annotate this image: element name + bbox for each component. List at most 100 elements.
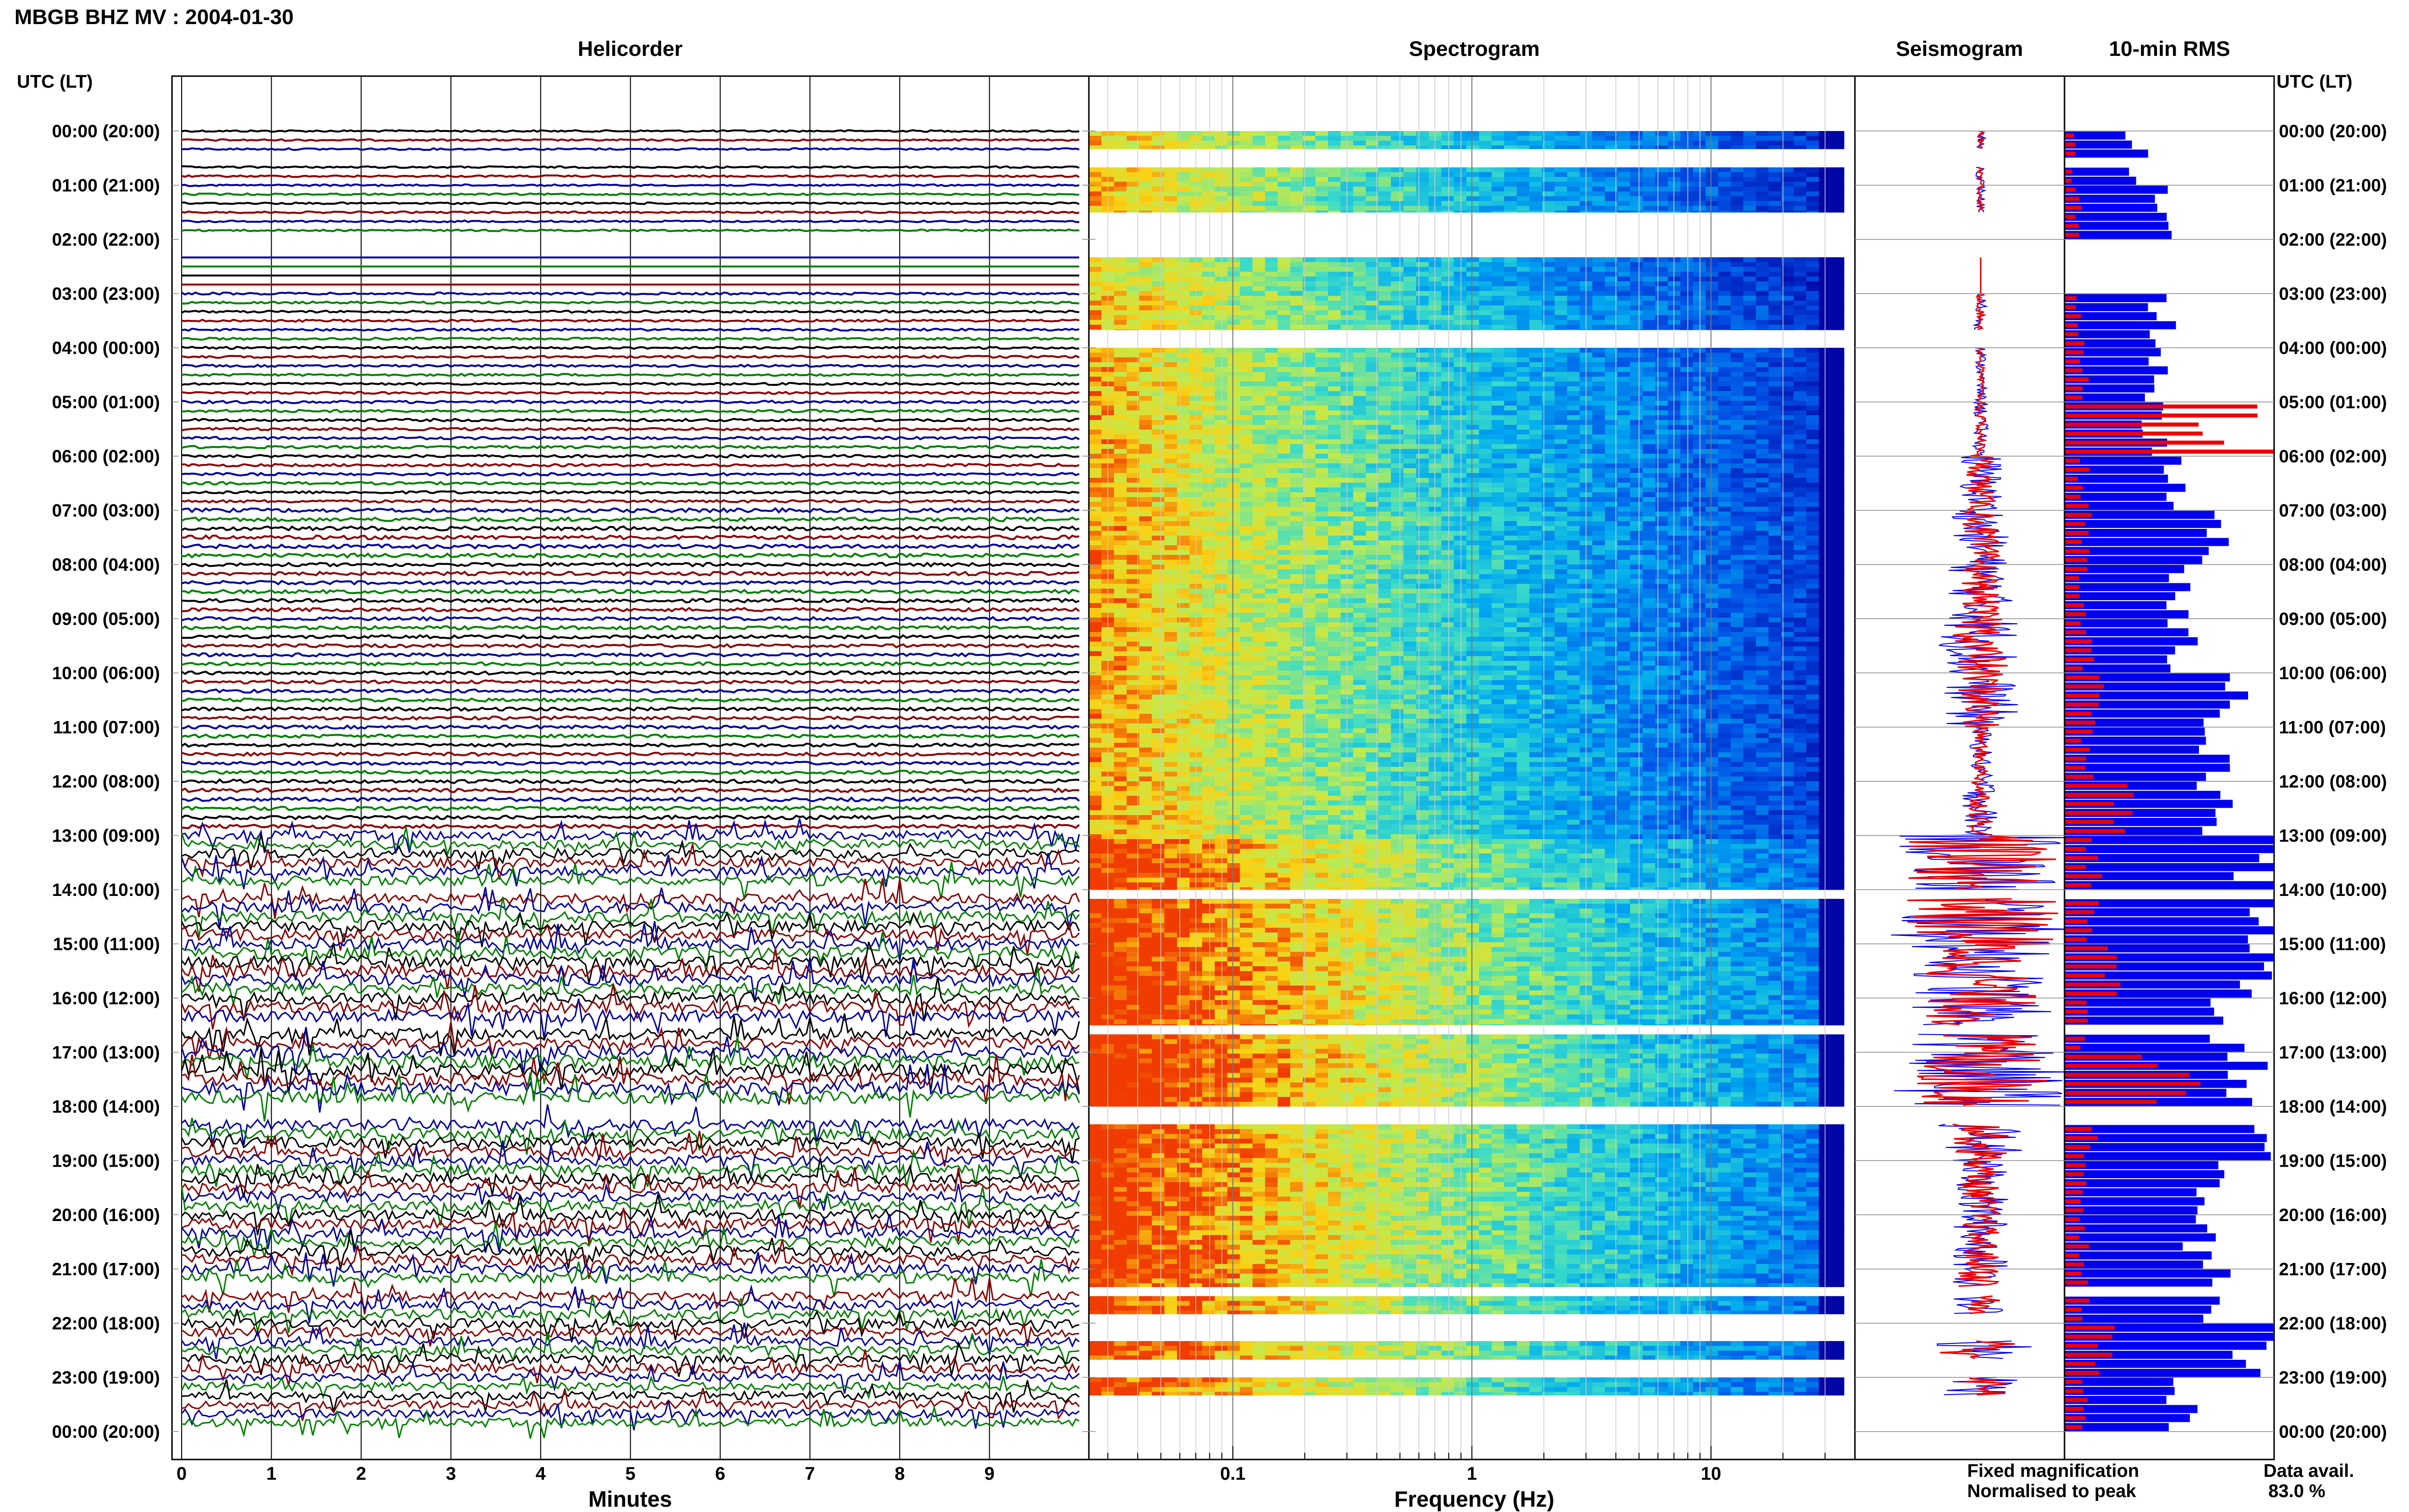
spectrogram-cell: [1227, 357, 1240, 363]
spectrogram-cell: [1215, 206, 1228, 211]
spectrogram-cell: [1630, 201, 1643, 206]
helicorder-trace: [181, 769, 1080, 775]
spectrogram-cell: [1403, 201, 1416, 206]
spectrogram-cell: [1743, 301, 1756, 306]
spectrogram-cell: [1114, 468, 1127, 473]
spectrogram-cell: [1416, 459, 1429, 464]
spectrogram-cell: [1592, 372, 1605, 377]
spectrogram-cell: [1303, 454, 1316, 459]
spectrogram-cell: [1290, 579, 1303, 584]
spectrogram-cell: [1466, 521, 1480, 526]
spectrogram-cell: [1252, 401, 1266, 406]
spectrogram-cell: [1617, 425, 1630, 430]
spectrogram-cell: [1265, 131, 1278, 136]
spectrogram-cell: [1743, 449, 1756, 454]
spectrogram-cell: [1252, 301, 1266, 306]
time-tick-labels-left: 00:00 (20:00)01:00 (21:00)02:00 (22:00)0…: [52, 121, 160, 1442]
spectrogram-cell: [1554, 569, 1568, 575]
spectrogram-cell: [1617, 325, 1630, 330]
spectrogram-cell: [1378, 329, 1391, 330]
spectrogram-cell: [1390, 325, 1404, 330]
helicorder-trace: [181, 942, 1080, 984]
spectrogram-cell: [1504, 565, 1517, 570]
helicorder-trace: [181, 291, 1080, 296]
spectrogram-cell: [1441, 372, 1455, 377]
spectrogram-cell: [1630, 425, 1643, 430]
spectrogram-cell: [1605, 401, 1618, 406]
spectrogram-cell: [1706, 286, 1719, 291]
spectrogram-cell: [1390, 516, 1404, 522]
spectrogram-cell: [1542, 167, 1555, 172]
spectrogram-cell: [1554, 396, 1568, 401]
spectrogram-cell: [1365, 131, 1379, 136]
spectrogram-cell: [1605, 497, 1618, 502]
spectrogram-cell: [1252, 381, 1266, 387]
spectrogram-cell: [1240, 325, 1253, 330]
spectrogram-cell: [1177, 406, 1190, 411]
spectrogram-cell: [1390, 579, 1404, 584]
spectrogram-cell: [1479, 420, 1492, 425]
spectrogram-cell: [1441, 526, 1455, 531]
spectrogram-cell: [1504, 425, 1517, 430]
spectrogram-cell: [1227, 478, 1240, 483]
spectrogram-cell: [1454, 526, 1467, 531]
spectrogram-cell: [1454, 145, 1467, 149]
spectrogram-cell: [1617, 267, 1630, 272]
spectrogram-cell: [1831, 473, 1844, 478]
spectrogram-cell: [1252, 497, 1266, 502]
time-tick-label-right: 14:00 (10:00): [2279, 880, 2387, 900]
spectrogram-cell: [1277, 415, 1291, 421]
spectrogram-cell: [1768, 262, 1782, 267]
spectrogram-cell: [1718, 492, 1731, 498]
spectrogram-cell: [1655, 540, 1668, 546]
spectrogram-cell: [1252, 521, 1266, 526]
spectrogram-cell: [1164, 391, 1178, 396]
spectrogram-cell: [1277, 531, 1291, 536]
spectrogram-cell: [1466, 502, 1480, 507]
spectrogram-cell: [1114, 521, 1127, 526]
spectrogram-cell: [1554, 196, 1568, 201]
spectrogram-cell: [1403, 406, 1416, 411]
spectrogram-cell: [1768, 286, 1782, 291]
spectrogram-cell: [1806, 487, 1819, 493]
spectrogram-cell: [1441, 434, 1455, 440]
spectrogram-cell: [1680, 521, 1694, 526]
spectrogram-cell: [1353, 191, 1366, 197]
spectrogram-cell: [1743, 410, 1756, 416]
spectrogram-cell: [1240, 391, 1253, 396]
spectrogram-cell: [1441, 329, 1455, 330]
spectrogram-cell: [1390, 141, 1404, 146]
spectrogram-cell: [1554, 584, 1568, 589]
spectrogram-cell: [1554, 381, 1568, 387]
spectrogram-cell: [1315, 521, 1328, 526]
spectrogram-cell: [1642, 296, 1655, 301]
spectrogram-cell: [1126, 377, 1140, 382]
spectrogram-cell: [1706, 521, 1719, 526]
spectrogram-cell: [1793, 483, 1807, 488]
spectrogram-cell: [1680, 516, 1694, 522]
spectrogram-cell: [1215, 434, 1228, 440]
spectrogram-cell: [1089, 377, 1102, 382]
spectrogram-cell: [1139, 569, 1152, 575]
spectrogram-cell: [1177, 487, 1190, 493]
spectrogram-cell: [1567, 565, 1580, 570]
spectrogram-cell: [1126, 191, 1140, 197]
spectrogram-cell: [1454, 540, 1467, 546]
spectrogram-cell: [1202, 536, 1215, 541]
spectrogram-cell: [1831, 267, 1844, 272]
spectrogram-cell: [1202, 401, 1215, 406]
spectrogram-cell: [1793, 186, 1807, 192]
spectrogram-cell: [1517, 531, 1530, 536]
spectrogram-cell: [1567, 206, 1580, 211]
spectrogram-cell: [1139, 257, 1152, 263]
spectrogram-cell: [1240, 425, 1253, 430]
spectrogram-cell: [1491, 454, 1505, 459]
spectrogram-cell: [1630, 584, 1643, 589]
spectrogram-cell: [1365, 507, 1379, 512]
spectrogram-cell: [1353, 512, 1366, 517]
spectrogram-cell: [1126, 305, 1140, 311]
spectrogram-cell: [1454, 459, 1467, 464]
spectrogram-cell: [1466, 545, 1480, 551]
spectrogram-cell: [1139, 487, 1152, 493]
spectrogram-cell: [1693, 362, 1706, 368]
